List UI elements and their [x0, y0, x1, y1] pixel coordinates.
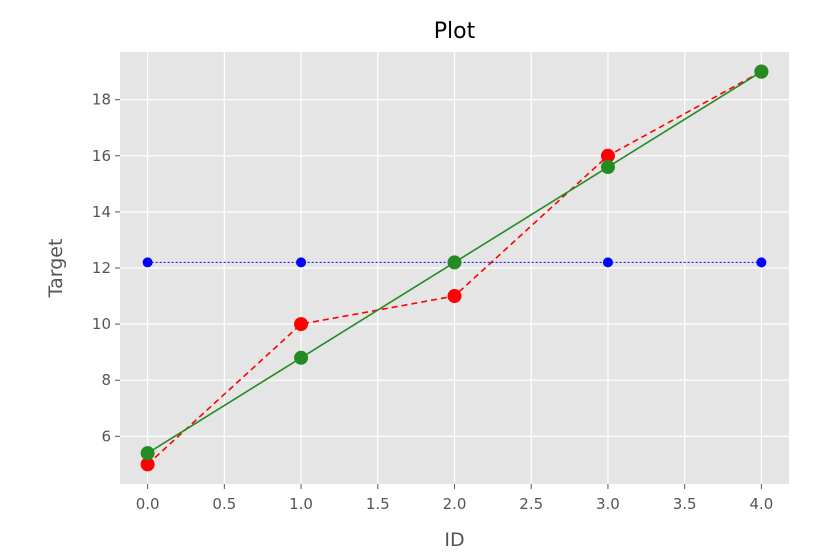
grid — [120, 52, 789, 484]
x-tick-label: 3.0 — [596, 495, 620, 513]
chart-title: Plot — [434, 19, 476, 44]
series-2 — [140, 64, 769, 461]
x-tick-label: 2.0 — [443, 495, 467, 513]
y-tick-label: 6 — [101, 427, 111, 445]
y-tick-label: 12 — [92, 259, 111, 277]
x-tick-label: 0.5 — [212, 495, 236, 513]
x-tick-label: 4.0 — [749, 495, 773, 513]
x-axis-label: ID — [444, 529, 464, 551]
tick-labels: 0.0 0.5 1.0 1.5 2.0 2.5 3.0 3.5 4.0 6 8 10 12 14 16 18 — [92, 91, 773, 513]
data-point — [756, 257, 767, 268]
data-point — [602, 257, 613, 268]
data-point — [296, 257, 307, 268]
x-tick-label: 3.5 — [673, 495, 697, 513]
data-point — [140, 457, 155, 472]
data-point — [142, 257, 153, 268]
series-0 — [140, 64, 769, 472]
series-layer — [140, 64, 769, 472]
data-point — [600, 148, 615, 163]
y-tick-label: 8 — [101, 371, 111, 389]
data-point — [447, 255, 462, 270]
y-tick-label: 10 — [92, 315, 111, 333]
data-point — [294, 317, 309, 332]
data-point — [140, 446, 155, 461]
x-tick-label: 2.5 — [519, 495, 543, 513]
x-tick-label: 0.0 — [136, 495, 160, 513]
data-point — [754, 64, 769, 79]
data-point — [447, 289, 462, 304]
data-point — [294, 350, 309, 365]
data-point — [600, 160, 615, 175]
y-axis-label: Target — [45, 239, 67, 299]
x-tick-label: 1.5 — [366, 495, 390, 513]
y-tick-label: 16 — [92, 147, 111, 165]
x-tick-label: 1.0 — [289, 495, 313, 513]
y-tick-label: 18 — [92, 91, 111, 109]
y-tick-label: 14 — [92, 203, 111, 221]
